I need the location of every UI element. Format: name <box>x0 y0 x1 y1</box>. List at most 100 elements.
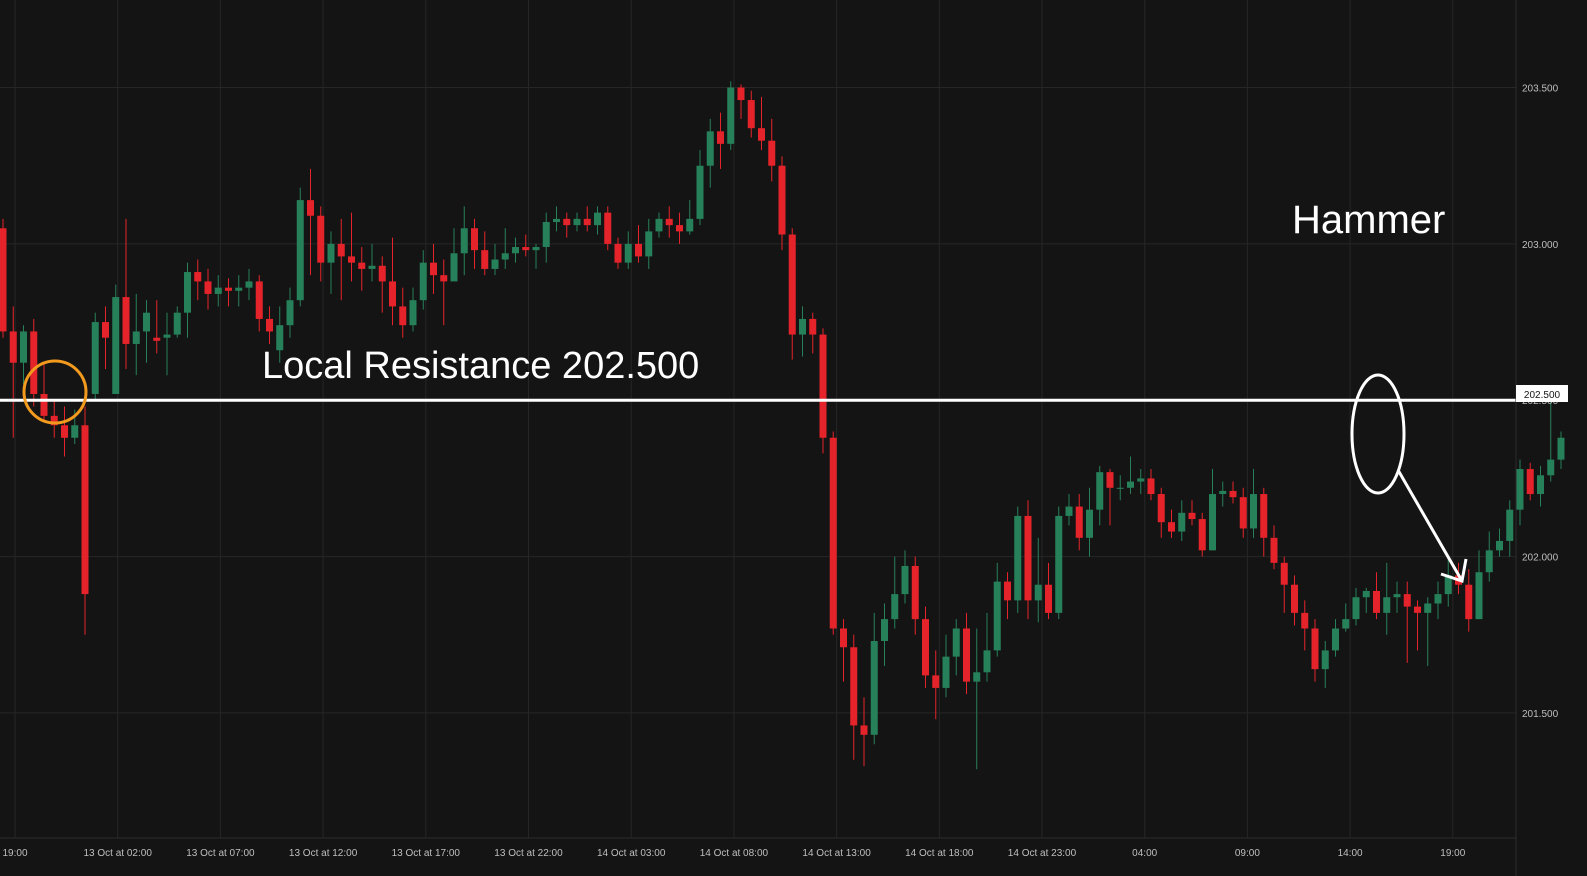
down-arrow <box>1396 469 1468 583</box>
candle-body <box>1547 459 1555 476</box>
candle-body <box>922 619 929 676</box>
candle <box>266 306 273 344</box>
candle <box>604 206 612 251</box>
candle <box>501 228 509 269</box>
candle <box>1496 528 1503 557</box>
candle <box>1198 512 1206 557</box>
candle <box>932 650 940 720</box>
candle <box>1291 575 1298 626</box>
candle-body <box>9 331 17 363</box>
candle <box>532 243 540 269</box>
candle-body <box>409 300 417 326</box>
candle-body <box>573 218 581 226</box>
candle <box>30 318 38 407</box>
time-tick-label: 14:00 <box>1338 848 1363 859</box>
candle <box>952 619 960 676</box>
candle-body <box>1270 537 1278 563</box>
candle-body <box>963 628 970 682</box>
candle-body <box>1178 512 1186 532</box>
candle <box>542 212 550 263</box>
candle <box>358 247 366 291</box>
candle <box>481 231 489 276</box>
candle <box>583 206 591 232</box>
candle <box>204 268 212 310</box>
candle <box>317 206 325 282</box>
candle <box>50 400 58 438</box>
candle <box>645 218 653 269</box>
candle-body <box>850 647 858 726</box>
candle <box>163 312 171 376</box>
candle <box>1178 500 1186 541</box>
candle <box>1055 506 1063 620</box>
candle-body <box>1260 494 1268 538</box>
candle-body <box>1403 594 1411 607</box>
candle-body <box>204 281 212 294</box>
candles <box>0 81 1565 770</box>
candle <box>1444 556 1452 607</box>
candle <box>419 250 427 310</box>
candle-body <box>1496 540 1503 551</box>
candle-body <box>1157 494 1165 523</box>
candle-body <box>604 212 612 244</box>
candle <box>471 218 478 269</box>
time-tick-label: 13 Oct at 17:00 <box>392 848 461 859</box>
candle <box>819 328 827 454</box>
candle <box>1086 487 1093 557</box>
candle-body <box>132 331 140 344</box>
candle-body <box>214 287 222 294</box>
candle <box>1147 469 1155 501</box>
candle <box>522 234 530 257</box>
candle <box>840 619 847 682</box>
candle <box>0 218 7 338</box>
candle-body <box>1280 562 1288 585</box>
candle <box>61 406 68 457</box>
resistance-price-badge: 202.500 <box>1516 385 1568 402</box>
candle <box>348 212 355 282</box>
candle-body <box>399 306 407 326</box>
candle-body <box>1414 606 1421 613</box>
candle <box>40 362 48 423</box>
candle-body <box>583 218 591 226</box>
candle-body <box>1383 597 1391 613</box>
candle <box>1414 600 1421 651</box>
candle <box>1332 619 1339 657</box>
candle <box>809 312 817 354</box>
candle <box>993 562 1001 657</box>
candle-body <box>1526 469 1534 495</box>
candle <box>491 243 499 276</box>
candle-body <box>358 262 366 269</box>
candle-body <box>194 272 202 282</box>
candle <box>1157 487 1165 538</box>
candle-body <box>307 200 314 216</box>
candle <box>368 243 376 282</box>
time-axis: 19:00 13 Oct at 02:00 13 Oct at 07:00 13 Oc… <box>2 848 1465 859</box>
candle <box>1516 459 1524 526</box>
candle <box>676 212 683 244</box>
time-tick-label: 13 Oct at 22:00 <box>494 848 563 859</box>
candle-body <box>563 218 571 226</box>
candle-body <box>317 215 325 263</box>
candle <box>245 268 253 301</box>
candle-body <box>419 262 427 301</box>
candle-body <box>112 297 120 394</box>
candle <box>1311 619 1319 682</box>
candle <box>1188 500 1196 526</box>
candle <box>881 603 888 667</box>
candle <box>1434 581 1442 620</box>
candle-body <box>1137 478 1145 482</box>
candle-body <box>1475 572 1483 620</box>
candle <box>450 228 458 282</box>
candle <box>378 256 386 313</box>
candle-body <box>624 243 632 263</box>
candle <box>768 118 776 182</box>
candle-body <box>942 656 950 688</box>
candle-body <box>860 725 868 735</box>
candle <box>1270 525 1278 570</box>
candle-body <box>1065 506 1073 516</box>
candle <box>409 287 417 332</box>
candle <box>440 259 448 326</box>
candle <box>286 287 294 338</box>
candle <box>624 231 632 269</box>
candle <box>1403 581 1411 663</box>
candle-body <box>1055 515 1063 613</box>
